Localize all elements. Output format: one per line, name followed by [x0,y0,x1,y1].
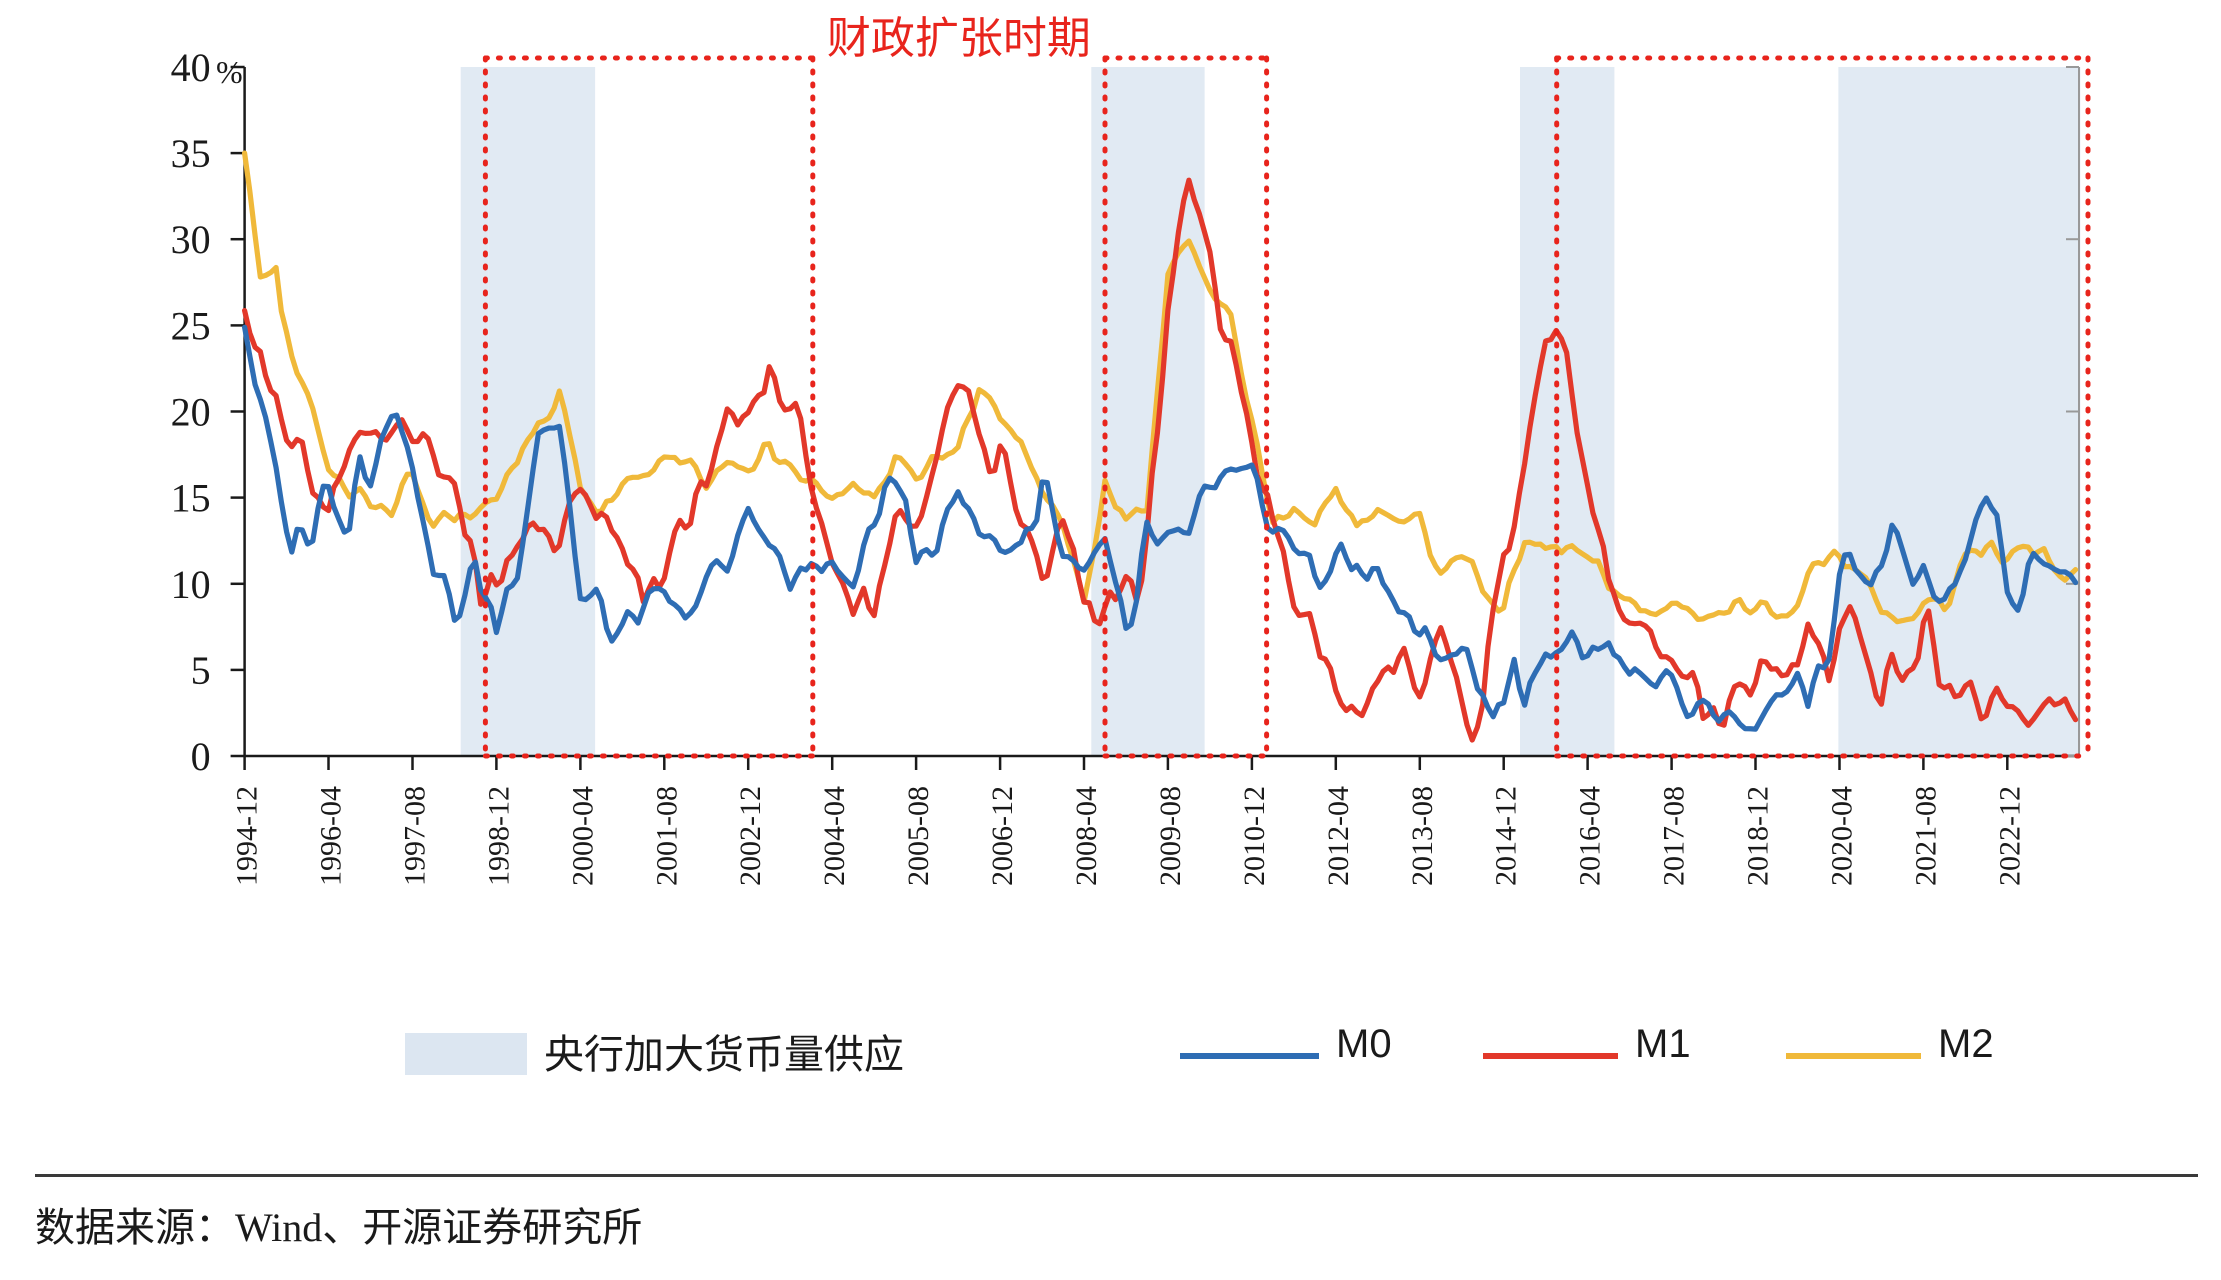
svg-text:2010-12: 2010-12 [1238,786,1271,886]
svg-text:2017-08: 2017-08 [1658,786,1691,886]
svg-text:2021-08: 2021-08 [1909,786,1942,886]
svg-text:1996-04: 1996-04 [315,786,348,886]
svg-text:2020-04: 2020-04 [1826,786,1859,886]
svg-text:2022-12: 2022-12 [1993,786,2026,886]
svg-text:35: 35 [171,131,211,176]
svg-text:2006-12: 2006-12 [986,786,1019,886]
svg-text:2000-04: 2000-04 [566,786,599,886]
svg-text:20: 20 [171,390,211,435]
svg-text:30: 30 [171,217,211,262]
svg-text:25: 25 [171,303,211,348]
svg-text:1994-12: 1994-12 [231,786,264,886]
svg-text:%: % [216,54,243,90]
svg-text:2008-04: 2008-04 [1070,786,1103,886]
svg-text:40: 40 [171,45,211,90]
svg-text:2012-04: 2012-04 [1322,786,1355,886]
svg-text:财政扩张时期: 财政扩张时期 [827,14,1091,63]
svg-text:15: 15 [171,476,211,521]
svg-text:2013-08: 2013-08 [1406,786,1439,886]
svg-text:10: 10 [171,562,211,607]
svg-text:0: 0 [191,734,211,779]
svg-text:2014-12: 2014-12 [1490,786,1523,886]
svg-text:5: 5 [191,648,211,693]
svg-text:2005-08: 2005-08 [902,786,935,886]
svg-text:1998-12: 1998-12 [482,786,515,886]
svg-text:2018-12: 2018-12 [1742,786,1775,886]
svg-text:2009-08: 2009-08 [1154,786,1187,886]
svg-text:2004-04: 2004-04 [818,786,851,886]
svg-text:1997-08: 1997-08 [399,786,432,886]
svg-text:2016-04: 2016-04 [1574,786,1607,886]
svg-text:2002-12: 2002-12 [734,786,767,886]
svg-text:2001-08: 2001-08 [650,786,683,886]
